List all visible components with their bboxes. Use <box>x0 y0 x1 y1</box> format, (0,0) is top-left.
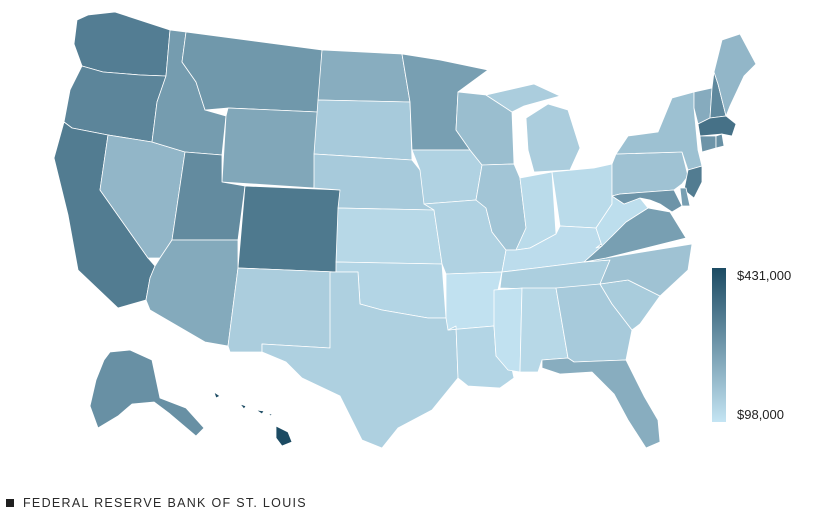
state-arizona <box>145 239 239 347</box>
legend-color-scale <box>712 268 726 422</box>
state-south-dakota <box>313 99 413 161</box>
state-montana <box>181 31 323 113</box>
state-connecticut <box>699 135 717 153</box>
state-north-dakota <box>317 49 411 103</box>
state-new-mexico <box>227 267 337 353</box>
state-new-jersey <box>683 165 703 199</box>
state-alaska <box>89 349 205 437</box>
state-north-carolina <box>583 243 693 297</box>
state-delaware <box>679 187 691 207</box>
state-florida <box>541 357 661 449</box>
state-west-virginia <box>595 195 649 247</box>
state-hawaii <box>213 391 293 447</box>
state-kansas <box>335 207 443 265</box>
legend-max-label: $431,000 <box>737 268 792 283</box>
state-colorado <box>237 185 341 273</box>
source-label: FEDERAL RESERVE BANK OF ST. LOUIS <box>23 496 307 510</box>
state-maine <box>713 33 757 117</box>
state-washington <box>73 11 171 77</box>
state-maryland <box>611 189 683 213</box>
footer-square-icon <box>6 499 14 507</box>
state-pennsylvania <box>611 151 689 197</box>
legend-min-label: $98,000 <box>737 407 784 422</box>
state-wyoming <box>221 107 319 189</box>
state-texas <box>261 271 459 449</box>
state-rhode-island <box>715 133 725 149</box>
state-michigan <box>485 83 581 173</box>
source-footer: FEDERAL RESERVE BANK OF ST. LOUIS <box>6 496 307 510</box>
